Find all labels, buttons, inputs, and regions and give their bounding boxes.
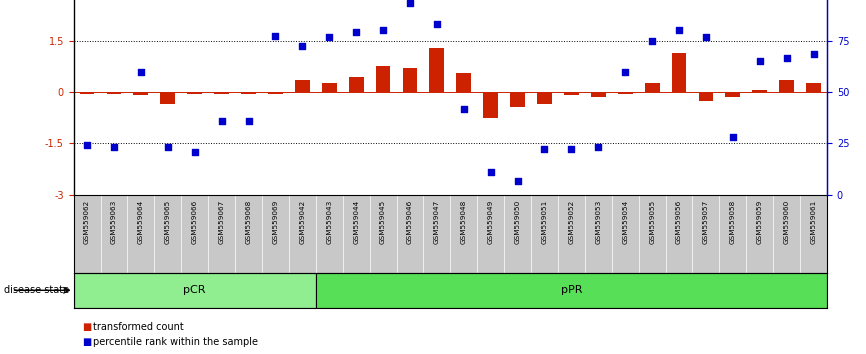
- Point: [511, 178, 525, 184]
- Point: [672, 28, 686, 33]
- Text: pPR: pPR: [560, 285, 582, 295]
- Text: GSM559061: GSM559061: [811, 200, 817, 244]
- Bar: [483, 92, 498, 118]
- Text: GSM559047: GSM559047: [434, 200, 440, 244]
- Bar: [133, 92, 148, 96]
- Point: [430, 21, 443, 27]
- Point: [107, 144, 121, 150]
- Text: percentile rank within the sample: percentile rank within the sample: [93, 337, 258, 347]
- Text: GSM559067: GSM559067: [218, 200, 224, 244]
- Point: [188, 149, 202, 155]
- Point: [81, 142, 94, 148]
- Text: GSM559042: GSM559042: [300, 200, 306, 244]
- Text: GSM559065: GSM559065: [165, 200, 171, 244]
- Text: GSM559064: GSM559064: [138, 200, 144, 244]
- Bar: [779, 80, 794, 92]
- Text: GSM559054: GSM559054: [623, 200, 628, 244]
- Bar: [214, 92, 229, 94]
- Bar: [107, 92, 121, 94]
- Text: GSM559060: GSM559060: [784, 200, 790, 244]
- Bar: [322, 84, 337, 92]
- Bar: [753, 90, 767, 92]
- Text: GSM559068: GSM559068: [246, 200, 251, 244]
- Bar: [699, 92, 714, 101]
- Text: pCR: pCR: [184, 285, 206, 295]
- Point: [403, 0, 417, 6]
- Bar: [672, 53, 687, 92]
- Text: ■: ■: [82, 322, 92, 332]
- Bar: [537, 92, 552, 104]
- Bar: [349, 76, 364, 92]
- Point: [753, 58, 766, 64]
- Text: GSM559045: GSM559045: [380, 200, 386, 244]
- Bar: [591, 92, 605, 97]
- Point: [268, 33, 282, 39]
- Text: disease state: disease state: [4, 285, 69, 295]
- Bar: [316, 273, 827, 308]
- Point: [565, 145, 578, 151]
- Bar: [564, 92, 578, 96]
- Text: GSM559057: GSM559057: [703, 200, 709, 244]
- Bar: [430, 47, 444, 92]
- Text: GSM559049: GSM559049: [488, 200, 494, 244]
- Text: GSM559056: GSM559056: [676, 200, 682, 244]
- Bar: [617, 92, 633, 94]
- Text: GSM559043: GSM559043: [326, 200, 333, 244]
- Point: [322, 34, 336, 40]
- Bar: [268, 92, 283, 94]
- Point: [806, 52, 820, 57]
- Point: [699, 34, 713, 40]
- Point: [726, 134, 740, 139]
- Point: [376, 28, 390, 33]
- Point: [242, 118, 255, 124]
- Text: GSM559066: GSM559066: [191, 200, 197, 244]
- Bar: [187, 92, 202, 94]
- Bar: [456, 73, 471, 92]
- Point: [295, 43, 309, 48]
- Point: [215, 118, 229, 124]
- Point: [457, 106, 471, 112]
- Point: [161, 144, 175, 150]
- Point: [618, 69, 632, 74]
- Text: GSM559053: GSM559053: [595, 200, 601, 244]
- Text: GSM559044: GSM559044: [353, 200, 359, 244]
- Point: [779, 55, 793, 61]
- Text: transformed count: transformed count: [93, 322, 184, 332]
- Text: ■: ■: [82, 337, 92, 347]
- Bar: [74, 273, 316, 308]
- Text: GSM559052: GSM559052: [568, 200, 574, 244]
- Text: GSM559063: GSM559063: [111, 200, 117, 244]
- Bar: [726, 92, 740, 97]
- Point: [349, 29, 363, 35]
- Text: GSM559050: GSM559050: [514, 200, 520, 244]
- Point: [484, 170, 498, 175]
- Bar: [241, 92, 256, 94]
- Bar: [295, 80, 310, 92]
- Text: GSM559046: GSM559046: [407, 200, 413, 244]
- Bar: [644, 84, 660, 92]
- Text: GSM559055: GSM559055: [650, 200, 655, 244]
- Text: GSM559051: GSM559051: [541, 200, 547, 244]
- Point: [645, 38, 659, 44]
- Text: GSM559048: GSM559048: [461, 200, 467, 244]
- Text: GSM559062: GSM559062: [84, 200, 90, 244]
- Bar: [510, 92, 525, 107]
- Point: [591, 144, 605, 150]
- Bar: [376, 66, 391, 92]
- Bar: [80, 92, 94, 94]
- Text: GSM559069: GSM559069: [273, 200, 278, 244]
- Point: [538, 145, 552, 151]
- Bar: [806, 84, 821, 92]
- Bar: [160, 92, 175, 104]
- Text: GSM559059: GSM559059: [757, 200, 763, 244]
- Bar: [403, 68, 417, 92]
- Text: GSM559058: GSM559058: [730, 200, 736, 244]
- Point: [134, 69, 148, 74]
